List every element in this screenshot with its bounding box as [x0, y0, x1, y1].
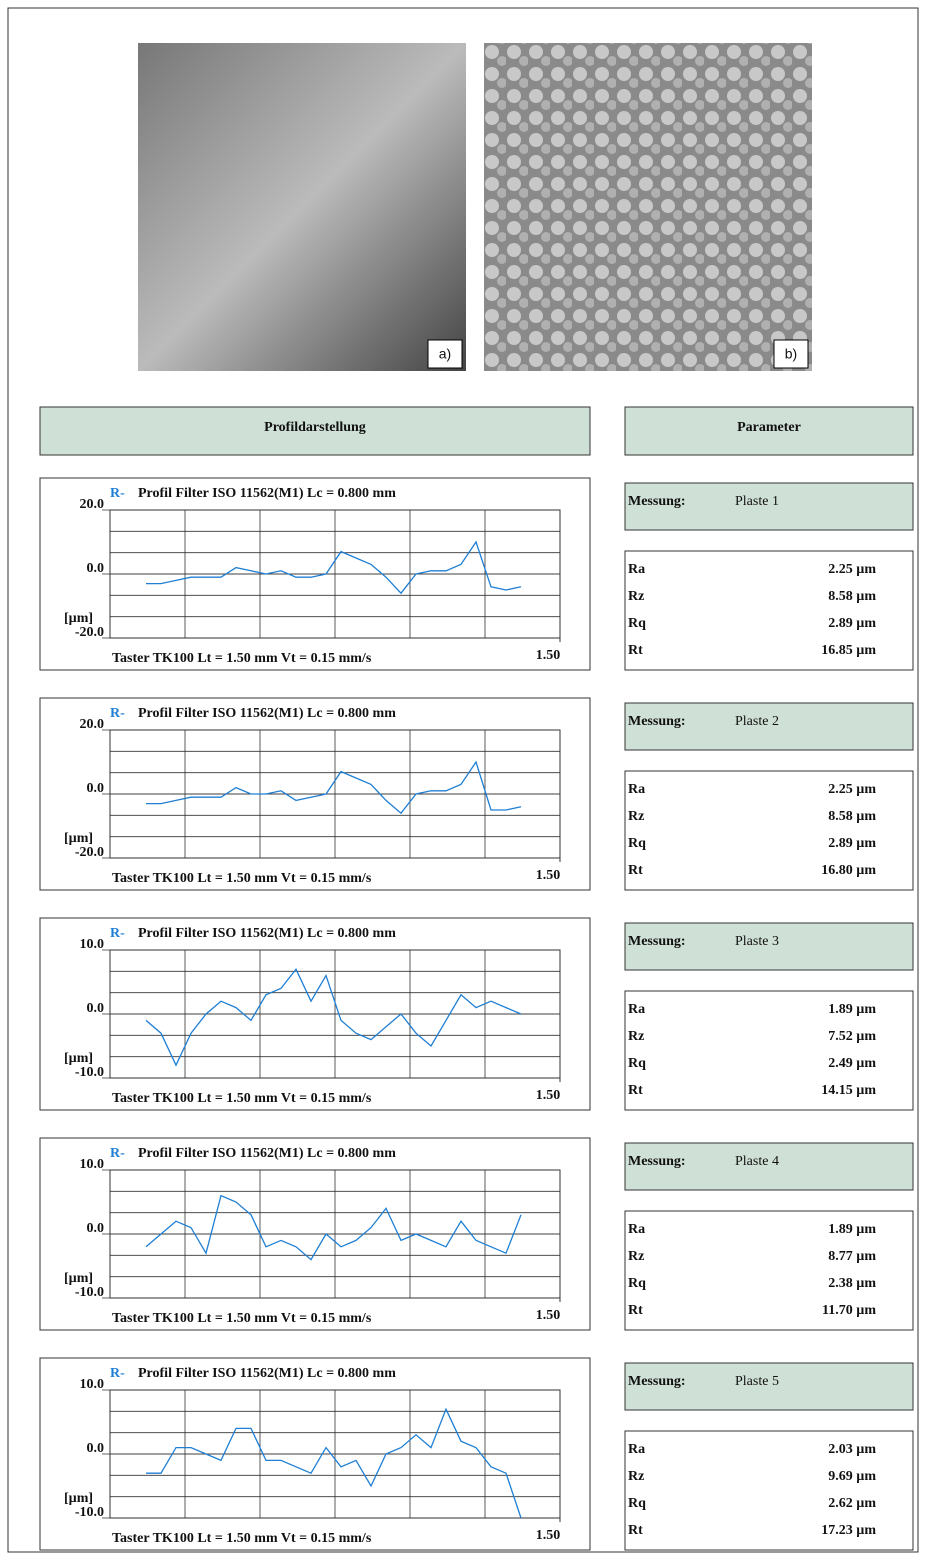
y-axis-label: [µm]	[64, 1271, 93, 1286]
y-tick-label: -10.0	[75, 1505, 104, 1520]
parameter-value: 2.89 µm	[828, 616, 876, 631]
parameter-name: Ra	[628, 782, 645, 797]
parameter-name: Rq	[628, 1056, 646, 1071]
sample-name: Plaste 5	[735, 1374, 779, 1389]
parameter-value: 2.03 µm	[828, 1442, 876, 1457]
y-tick-label: 0.0	[87, 561, 105, 576]
chart-footer: Taster TK100 Lt = 1.50 mm Vt = 0.15 mm/s	[112, 651, 372, 666]
micrograph	[138, 43, 466, 371]
parameter-name: Rz	[628, 589, 644, 604]
sample-name: Plaste 1	[735, 494, 779, 509]
parameter-value: 2.49 µm	[828, 1056, 876, 1071]
parameter-name: Rt	[628, 863, 643, 878]
y-axis-label: [µm]	[64, 611, 93, 626]
image-caption: a)	[439, 346, 451, 362]
figure: a) b) Profildarstellung Parameter 20.0 0.0 -20…	[0, 0, 926, 1560]
chart-title: Profil Filter ISO 11562(M1) Lc = 0.800 m…	[138, 706, 396, 721]
parameter-value: 2.25 µm	[828, 562, 876, 577]
y-tick-label: 0.0	[87, 1441, 105, 1456]
parameter-value: 14.15 µm	[821, 1083, 876, 1098]
chart-title: Profil Filter ISO 11562(M1) Lc = 0.800 m…	[138, 926, 396, 941]
parameter-value: 1.89 µm	[828, 1002, 876, 1017]
measurement-label: Messung:	[628, 1154, 686, 1169]
x-tick-label: 1.50	[536, 1528, 561, 1543]
parameter-name: Rz	[628, 809, 644, 824]
parameter-name: Rt	[628, 1523, 643, 1538]
parameter-value: 8.58 µm	[828, 589, 876, 604]
micrograph	[484, 43, 812, 371]
parameter-value: 11.70 µm	[822, 1303, 876, 1318]
y-tick-label: -10.0	[75, 1065, 104, 1080]
measurement-label: Messung:	[628, 934, 686, 949]
parameter-name: Rt	[628, 1083, 643, 1098]
y-axis-label: [µm]	[64, 831, 93, 846]
parameter-value: 7.52 µm	[828, 1029, 876, 1044]
parameter-name: Rq	[628, 616, 646, 631]
chart-footer: Taster TK100 Lt = 1.50 mm Vt = 0.15 mm/s	[112, 1311, 372, 1326]
legend-entry: R-	[110, 706, 125, 721]
sample-name: Plaste 4	[735, 1154, 779, 1169]
sample-name: Plaste 3	[735, 934, 779, 949]
legend-entry: R-	[110, 1366, 125, 1381]
parameter-name: Ra	[628, 1002, 645, 1017]
x-tick-label: 1.50	[536, 648, 561, 663]
parameter-name: Rz	[628, 1029, 644, 1044]
parameter-name: Ra	[628, 1222, 645, 1237]
measurement-label: Messung:	[628, 714, 686, 729]
image-caption: b)	[785, 346, 797, 362]
chart-footer: Taster TK100 Lt = 1.50 mm Vt = 0.15 mm/s	[112, 1531, 372, 1546]
header: Parameter	[737, 420, 801, 435]
measurement-label: Messung:	[628, 494, 686, 509]
parameter-name: Ra	[628, 1442, 645, 1457]
parameter-name: Ra	[628, 562, 645, 577]
y-tick-label: -10.0	[75, 1285, 104, 1300]
x-tick-label: 1.50	[536, 1088, 561, 1103]
parameter-name: Rq	[628, 1496, 646, 1511]
parameter-value: 2.38 µm	[828, 1276, 876, 1291]
parameter-value: 16.80 µm	[821, 863, 876, 878]
y-tick-label: -20.0	[75, 625, 104, 640]
measurement-label: Messung:	[628, 1374, 686, 1389]
x-tick-label: 1.50	[536, 868, 561, 883]
chart-title: Profil Filter ISO 11562(M1) Lc = 0.800 m…	[138, 486, 396, 501]
parameter-value: 8.58 µm	[828, 809, 876, 824]
chart-title: Profil Filter ISO 11562(M1) Lc = 0.800 m…	[138, 1146, 396, 1161]
parameter-name: Rq	[628, 836, 646, 851]
chart-footer: Taster TK100 Lt = 1.50 mm Vt = 0.15 mm/s	[112, 1091, 372, 1106]
parameter-name: Rq	[628, 1276, 646, 1291]
parameter-value: 2.89 µm	[828, 836, 876, 851]
parameter-value: 2.62 µm	[828, 1496, 876, 1511]
parameter-name: Rz	[628, 1249, 644, 1264]
page: {"images":[{"label":"a)"},{"label":"b)"}…	[0, 0, 926, 1560]
legend-entry: R-	[110, 486, 125, 501]
y-tick-label: -20.0	[75, 845, 104, 860]
y-tick-label: 0.0	[87, 1001, 105, 1016]
y-axis-label: [µm]	[64, 1051, 93, 1066]
y-tick-label: 10.0	[80, 1157, 105, 1172]
y-tick-label: 0.0	[87, 781, 105, 796]
y-tick-label: 10.0	[80, 1377, 105, 1392]
y-axis-label: [µm]	[64, 1491, 93, 1506]
sample-name: Plaste 2	[735, 714, 779, 729]
header: Profildarstellung	[264, 420, 366, 435]
legend-entry: R-	[110, 1146, 125, 1161]
parameter-value: 17.23 µm	[821, 1523, 876, 1538]
parameter-value: 2.25 µm	[828, 782, 876, 797]
chart-footer: Taster TK100 Lt = 1.50 mm Vt = 0.15 mm/s	[112, 871, 372, 886]
parameter-value: 16.85 µm	[821, 643, 876, 658]
parameter-value: 1.89 µm	[828, 1222, 876, 1237]
y-tick-label: 20.0	[80, 497, 105, 512]
parameter-name: Rt	[628, 1303, 643, 1318]
y-tick-label: 0.0	[87, 1221, 105, 1236]
y-tick-label: 20.0	[80, 717, 105, 732]
parameter-value: 9.69 µm	[828, 1469, 876, 1484]
legend-entry: R-	[110, 926, 125, 941]
parameter-name: Rt	[628, 643, 643, 658]
parameter-value: 8.77 µm	[828, 1249, 876, 1264]
chart-title: Profil Filter ISO 11562(M1) Lc = 0.800 m…	[138, 1366, 396, 1381]
y-tick-label: 10.0	[80, 937, 105, 952]
x-tick-label: 1.50	[536, 1308, 561, 1323]
parameter-name: Rz	[628, 1469, 644, 1484]
